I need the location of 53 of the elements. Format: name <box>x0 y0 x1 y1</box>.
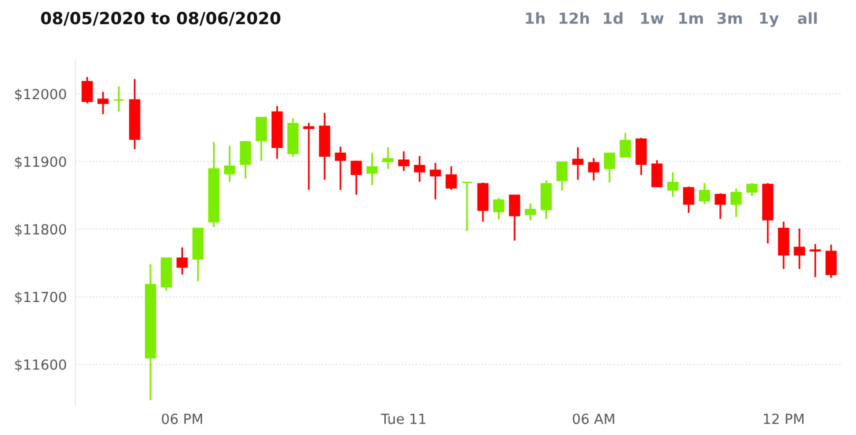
candlestick <box>651 159 663 188</box>
x-tick-label: 06 AM <box>572 414 614 424</box>
candlestick <box>414 155 426 183</box>
candlestick <box>256 116 267 162</box>
candlestick <box>240 141 252 180</box>
y-tick-label: $11900 <box>15 156 66 169</box>
candlestick <box>508 194 520 242</box>
candlestick <box>350 160 362 196</box>
candlestick <box>430 162 442 200</box>
candlestick <box>683 186 694 214</box>
candlestick <box>493 197 504 220</box>
candlestick <box>398 150 410 172</box>
chart-title: 08/05/2020 to 08/06/2020 <box>41 12 280 26</box>
candlestick <box>82 76 93 104</box>
candlestick <box>698 182 710 205</box>
candlestick <box>366 152 378 186</box>
x-tick-label: 06 PM <box>162 414 202 424</box>
y-tick-label: $11800 <box>15 224 66 236</box>
candlestick <box>825 244 837 279</box>
candlestick <box>730 188 742 218</box>
candlestick <box>97 90 109 115</box>
candlestick <box>667 171 678 198</box>
text: all <box>798 12 817 24</box>
candlestick <box>303 122 314 191</box>
candlestick <box>604 152 616 184</box>
candlestick <box>572 146 584 181</box>
text: 1w <box>641 12 664 24</box>
y-tick-label: $11700 <box>15 291 66 304</box>
candlestick <box>794 228 806 270</box>
text: 3m <box>717 12 742 24</box>
x-tick-label: Tue 11 <box>380 414 426 424</box>
candlestick <box>588 157 600 182</box>
text: 1m <box>679 12 703 24</box>
y-tick-label: $11600 <box>15 359 66 372</box>
candlestick <box>461 182 473 232</box>
candlestick <box>746 182 758 197</box>
candlestick <box>224 145 236 183</box>
candlestick <box>714 192 726 220</box>
candlestick <box>382 146 394 170</box>
candlestick <box>176 246 188 276</box>
candlestick <box>620 132 631 158</box>
candlestick <box>556 160 568 192</box>
candlestick <box>334 146 346 191</box>
candlestick <box>810 243 821 278</box>
y-tick-label: $12000 <box>15 88 66 102</box>
text: 12h <box>560 12 589 24</box>
candlestick <box>446 165 457 191</box>
candlestick <box>524 202 536 222</box>
candlestick <box>113 86 124 112</box>
text: 1y <box>760 12 779 27</box>
text: 1h <box>526 12 545 24</box>
text: 1d <box>604 12 622 24</box>
x-tick-label: 12 PM <box>764 414 804 424</box>
